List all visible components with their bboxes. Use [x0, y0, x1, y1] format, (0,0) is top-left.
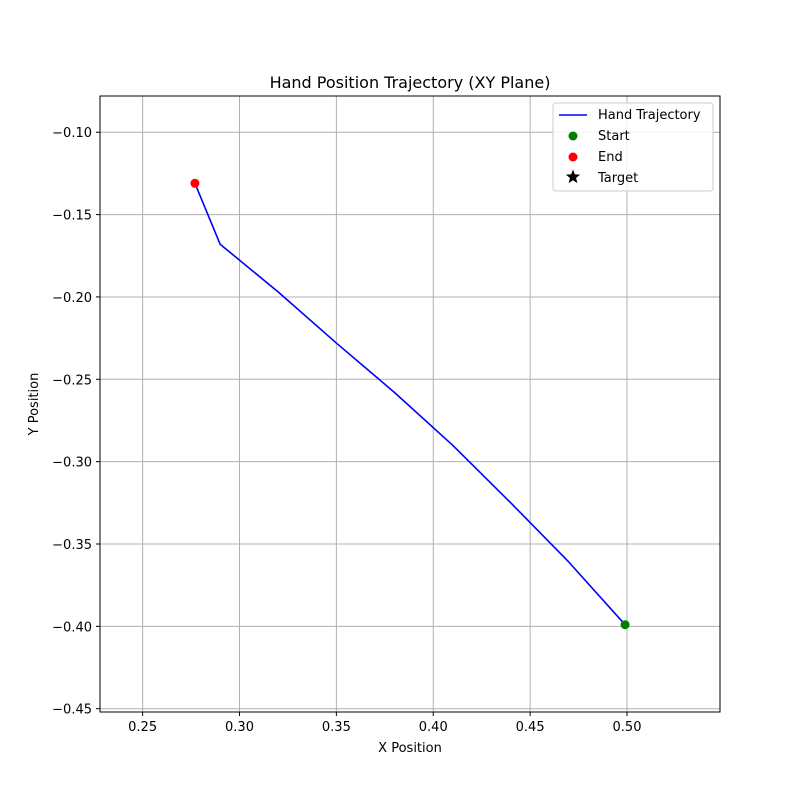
- x-tick-label: 0.45: [516, 720, 545, 735]
- y-tick-label: −0.35: [52, 538, 92, 553]
- x-tick-label: 0.25: [128, 720, 157, 735]
- grid: [100, 96, 720, 712]
- y-tick-label: −0.15: [52, 209, 92, 224]
- legend-target-star-icon: [565, 169, 581, 184]
- start-point: [620, 620, 630, 630]
- legend-box: [552, 102, 714, 192]
- y-axis-label: Y Position: [27, 373, 42, 437]
- y-axis: −0.10 −0.15 −0.20 −0.25 −0.30 −0.35 −0.40 −0.45: [52, 126, 100, 718]
- legend-start-swatch: [568, 131, 578, 141]
- y-tick-label: −0.45: [52, 703, 92, 718]
- x-axis-label: X Position: [378, 741, 442, 756]
- x-tick-label: 0.40: [419, 720, 448, 735]
- legend-end-swatch: [568, 152, 578, 162]
- y-tick-label: −0.20: [52, 291, 92, 306]
- legend-end-label: End: [598, 150, 623, 165]
- plot-series: [190, 178, 630, 630]
- legend-trajectory-label: Hand Trajectory: [598, 108, 701, 123]
- x-tick-label: 0.30: [225, 720, 254, 735]
- chart-title: Hand Position Trajectory (XY Plane): [270, 73, 551, 92]
- x-tick-label: 0.50: [613, 720, 642, 735]
- trajectory-line: [194, 182, 626, 626]
- y-tick-label: −0.25: [52, 373, 92, 388]
- plot-frame: [99, 95, 721, 713]
- x-axis: 0.25 0.30 0.35 0.40 0.45 0.50: [128, 712, 641, 735]
- y-tick-label: −0.10: [52, 126, 92, 141]
- legend: Hand Trajectory Start End Target: [552, 102, 714, 192]
- legend-target-label: Target: [597, 171, 638, 186]
- y-tick-label: −0.40: [52, 620, 92, 635]
- x-tick-label: 0.35: [322, 720, 351, 735]
- legend-start-label: Start: [598, 129, 630, 144]
- end-point: [190, 178, 200, 188]
- y-tick-label: −0.30: [52, 456, 92, 471]
